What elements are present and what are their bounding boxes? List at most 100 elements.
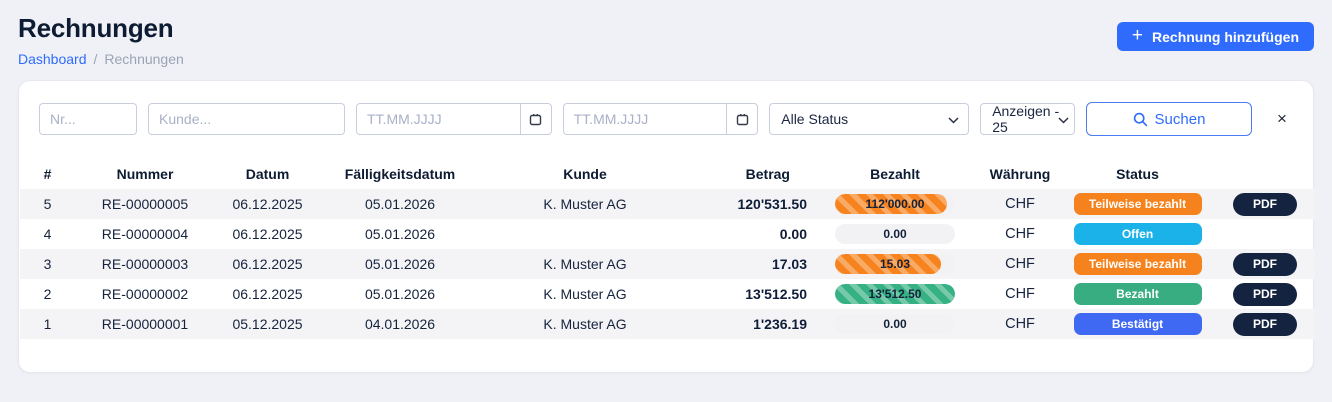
table-row: 3 RE-00000003 06.12.2025 05.01.2026 K. Muste… bbox=[20, 249, 1315, 279]
paid-progress-bar: 13'512.50 bbox=[835, 284, 955, 304]
cell-status: Offen bbox=[1060, 219, 1215, 249]
paid-amount: 15.03 bbox=[879, 257, 911, 271]
paid-progress-bar: 0.00 bbox=[835, 314, 955, 334]
cell-nummer: RE-00000005 bbox=[75, 189, 215, 219]
paid-progress-fill bbox=[835, 284, 955, 304]
paid-amount: 0.00 bbox=[883, 227, 907, 241]
clear-filters-button[interactable]: × bbox=[1271, 107, 1293, 131]
cell-pdf: PDF bbox=[1215, 189, 1315, 219]
invoice-table-body: 5 RE-00000005 06.12.2025 05.01.2026 K. Muste… bbox=[20, 189, 1315, 339]
cell-bezahlt: 0.00 bbox=[810, 309, 980, 339]
breadcrumb-separator: / bbox=[93, 51, 98, 67]
plus-icon: + bbox=[1131, 25, 1144, 46]
date-from-placeholder: TT.MM.JJJJ bbox=[367, 111, 442, 127]
cell-kunde: K. Muster AG bbox=[543, 286, 627, 302]
cell-bezahlt: 112'000.00 bbox=[810, 189, 980, 219]
cell-datum: 06.12.2025 bbox=[232, 226, 303, 242]
cell-status: Bestätigt bbox=[1060, 309, 1215, 339]
cell-kunde: K. Muster AG bbox=[480, 189, 690, 219]
calendar-icon[interactable] bbox=[726, 104, 757, 134]
add-invoice-button-label: Rechnung hinzufügen bbox=[1152, 28, 1299, 45]
cell-waehrung: CHF bbox=[980, 309, 1060, 339]
col-header-datum: Datum bbox=[245, 166, 290, 182]
status-select[interactable]: Alle Status bbox=[769, 103, 970, 135]
cell-index: 1 bbox=[20, 309, 75, 339]
status-badge: Bezahlt bbox=[1073, 283, 1202, 305]
col-header-nummer: Nummer bbox=[116, 166, 174, 182]
cell-bezahlt: 0.00 bbox=[810, 219, 980, 249]
cell-kunde: K. Muster AG bbox=[480, 309, 690, 339]
cell-pdf: PDF bbox=[1215, 279, 1315, 309]
cell-status: Bezahlt bbox=[1060, 279, 1215, 309]
calendar-icon[interactable] bbox=[519, 104, 551, 134]
search-button[interactable]: Suchen bbox=[1085, 102, 1253, 136]
cell-nummer: RE-00000003 bbox=[75, 249, 215, 279]
table-row: 2 RE-00000002 06.12.2025 05.01.2026 K. Muste… bbox=[20, 279, 1315, 309]
cell-datum: 06.12.2025 bbox=[215, 189, 320, 219]
cell-datum: 06.12.2025 bbox=[215, 249, 320, 279]
search-button-label: Suchen bbox=[1154, 110, 1206, 128]
page-title: Rechnungen bbox=[18, 13, 174, 43]
cell-betrag: 13'512.50 bbox=[745, 286, 807, 302]
status-badge: Teilweise bezahlt bbox=[1073, 253, 1202, 275]
paid-amount: 13'512.50 bbox=[868, 287, 922, 301]
breadcrumb-dashboard-link[interactable]: Dashboard bbox=[18, 51, 87, 67]
paid-amount: 0.00 bbox=[883, 317, 907, 331]
cell-faelligkeitsdatum: 04.01.2026 bbox=[320, 309, 480, 339]
paid-progress-bar: 0.00 bbox=[835, 224, 955, 244]
col-header-pdf bbox=[1215, 159, 1315, 189]
cell-waehrung: CHF bbox=[980, 249, 1060, 279]
date-to-placeholder: TT.MM.JJJJ bbox=[573, 111, 649, 127]
cell-index: 2 bbox=[43, 286, 52, 302]
date-from-input[interactable]: TT.MM.JJJJ bbox=[356, 103, 552, 135]
cell-pdf: PDF bbox=[1215, 309, 1315, 339]
per-page-select[interactable]: Anzeigen - 25 bbox=[980, 103, 1075, 135]
pdf-button[interactable]: PDF bbox=[1233, 252, 1297, 276]
table-row: 4 RE-00000004 06.12.2025 05.01.2026 0.00 0.00… bbox=[20, 219, 1315, 249]
col-header-index: # bbox=[43, 166, 52, 182]
page-header: Rechnungen Dashboard / Rechnungen + Rech… bbox=[0, 0, 1332, 67]
cell-waehrung: CHF bbox=[980, 189, 1060, 219]
cell-bezahlt: 15.03 bbox=[810, 249, 980, 279]
cell-faelligkeitsdatum: 05.01.2026 bbox=[364, 226, 436, 242]
page-header-left: Rechnungen Dashboard / Rechnungen bbox=[18, 13, 184, 67]
customer-input[interactable] bbox=[148, 103, 345, 135]
pdf-button[interactable]: PDF bbox=[1233, 282, 1297, 306]
per-page-select-value: Anzeigen - 25 bbox=[992, 103, 1060, 135]
chevron-down-icon bbox=[1058, 117, 1069, 124]
cell-nummer: RE-00000004 bbox=[101, 226, 189, 242]
date-to-input[interactable]: TT.MM.JJJJ bbox=[562, 103, 759, 135]
cell-index: 3 bbox=[20, 249, 75, 279]
paid-progress-fill bbox=[835, 254, 941, 274]
breadcrumb-current: Rechnungen bbox=[104, 51, 184, 67]
invoices-card: TT.MM.JJJJ TT.MM.JJJJ Alle Status Anzeig… bbox=[18, 80, 1315, 373]
search-icon bbox=[1133, 112, 1147, 126]
paid-progress-bar: 112'000.00 bbox=[835, 194, 955, 214]
cell-betrag: 0.00 bbox=[779, 226, 807, 242]
add-invoice-button[interactable]: + Rechnung hinzufügen bbox=[1116, 22, 1314, 51]
table-row: 5 RE-00000005 06.12.2025 05.01.2026 K. Muste… bbox=[20, 189, 1315, 219]
table-row: 1 RE-00000001 05.12.2025 04.01.2026 K. Muste… bbox=[20, 309, 1315, 339]
cell-bezahlt: 13'512.50 bbox=[810, 279, 980, 309]
cell-index: 4 bbox=[43, 226, 52, 242]
cell-waehrung: CHF bbox=[1005, 226, 1035, 242]
breadcrumb: Dashboard / Rechnungen bbox=[18, 51, 184, 67]
col-header-kunde: Kunde bbox=[563, 166, 607, 182]
col-header-waehrung: Währung bbox=[989, 166, 1051, 182]
filter-bar: TT.MM.JJJJ TT.MM.JJJJ Alle Status Anzeig… bbox=[19, 81, 1313, 136]
cell-kunde: K. Muster AG bbox=[480, 249, 690, 279]
col-header-faelligkeitsdatum: Fälligkeitsdatum bbox=[344, 166, 456, 182]
status-select-value: Alle Status bbox=[781, 111, 849, 127]
cell-faelligkeitsdatum: 05.01.2026 bbox=[320, 249, 480, 279]
pdf-button[interactable]: PDF bbox=[1233, 312, 1297, 336]
pdf-button[interactable]: PDF bbox=[1233, 192, 1297, 216]
cell-index: 5 bbox=[20, 189, 75, 219]
cell-faelligkeitsdatum: 05.01.2026 bbox=[320, 189, 480, 219]
invoice-number-input[interactable] bbox=[39, 103, 137, 135]
cell-nummer: RE-00000002 bbox=[101, 286, 189, 302]
cell-faelligkeitsdatum: 05.01.2026 bbox=[364, 286, 436, 302]
cell-datum: 05.12.2025 bbox=[215, 309, 320, 339]
paid-amount: 112'000.00 bbox=[865, 197, 925, 211]
col-header-status: Status bbox=[1116, 166, 1159, 182]
cell-waehrung: CHF bbox=[1005, 286, 1035, 302]
